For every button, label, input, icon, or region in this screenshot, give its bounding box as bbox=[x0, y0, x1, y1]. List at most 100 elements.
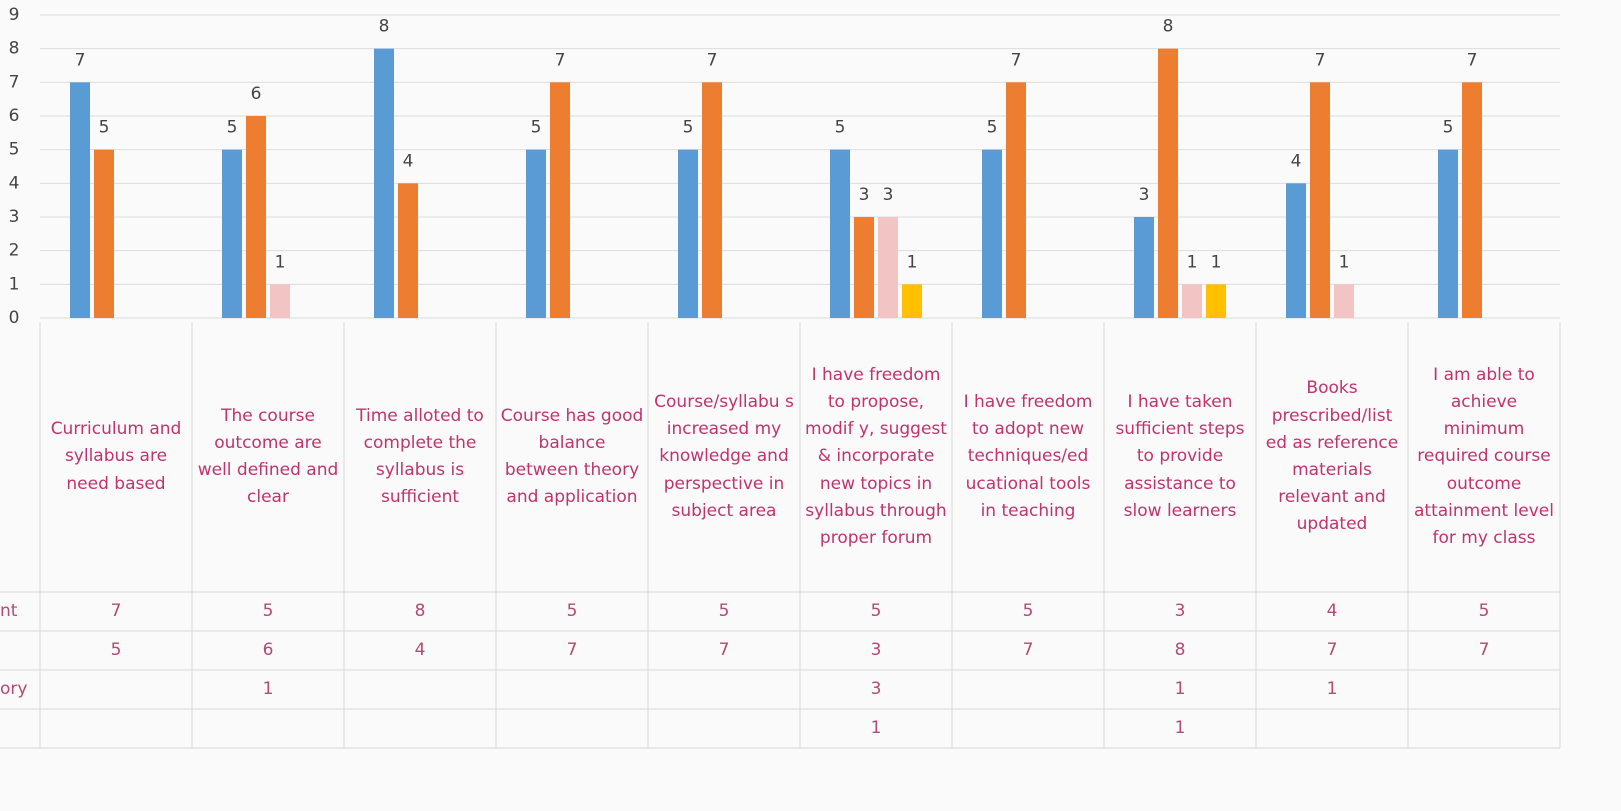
table-value: 1 bbox=[1174, 717, 1186, 738]
table-value: 7 bbox=[718, 639, 730, 660]
data-label: 6 bbox=[251, 84, 262, 104]
data-label: 7 bbox=[75, 50, 86, 70]
data-label: 5 bbox=[683, 118, 694, 138]
table-value: 4 bbox=[414, 639, 426, 660]
table-value: 7 bbox=[1478, 639, 1490, 660]
bar bbox=[70, 82, 90, 318]
data-label: 5 bbox=[987, 118, 998, 138]
data-label: 7 bbox=[1011, 50, 1022, 70]
bar bbox=[1206, 284, 1226, 318]
data-label: 5 bbox=[227, 118, 238, 138]
bar bbox=[1134, 217, 1154, 318]
y-tick-label: 8 bbox=[9, 39, 20, 59]
bar bbox=[1286, 183, 1306, 318]
table-value: 1 bbox=[262, 678, 274, 699]
data-label: 3 bbox=[1139, 185, 1150, 205]
table-value: 5 bbox=[262, 600, 274, 621]
category-label: Course has good balance between theory a… bbox=[500, 405, 644, 508]
y-tick-label: 7 bbox=[9, 72, 20, 92]
bar bbox=[1438, 149, 1458, 318]
data-label: 3 bbox=[883, 185, 894, 205]
table-value: 5 bbox=[870, 600, 882, 621]
table-value: 5 bbox=[718, 600, 730, 621]
data-label: 1 bbox=[1187, 252, 1198, 272]
category-label: Course/syllabu s increased my knowledge … bbox=[654, 392, 794, 521]
bar bbox=[246, 116, 266, 318]
y-tick-label: 9 bbox=[9, 5, 20, 25]
bar bbox=[270, 284, 290, 318]
table-value: 6 bbox=[262, 639, 274, 660]
bar bbox=[854, 217, 874, 318]
category-label: Books prescribed/list ed as reference ma… bbox=[1265, 378, 1399, 535]
y-tick-label: 2 bbox=[9, 241, 20, 261]
bar bbox=[830, 149, 850, 318]
data-label: 4 bbox=[403, 151, 414, 171]
data-label: 1 bbox=[907, 252, 918, 272]
table-value: 7 bbox=[1022, 639, 1034, 660]
bar bbox=[1310, 82, 1330, 318]
bar bbox=[398, 183, 418, 318]
table-value: 8 bbox=[414, 600, 426, 621]
table-value: 1 bbox=[870, 717, 882, 738]
category-label: I am able to achieve minimum required co… bbox=[1414, 364, 1554, 548]
bar bbox=[374, 48, 394, 319]
data-label: 8 bbox=[379, 17, 390, 37]
data-label: 1 bbox=[1339, 252, 1350, 272]
table-value: 5 bbox=[110, 639, 122, 660]
data-label: 4 bbox=[1291, 151, 1302, 171]
series-name: nt bbox=[0, 600, 18, 621]
table-value: 7 bbox=[566, 639, 578, 660]
table-value: 3 bbox=[870, 639, 882, 660]
data-label: 7 bbox=[555, 50, 566, 70]
data-label: 7 bbox=[1315, 50, 1326, 70]
y-tick-label: 1 bbox=[9, 274, 20, 294]
bar bbox=[1334, 284, 1354, 318]
y-tick-label: 4 bbox=[9, 173, 20, 193]
category-label: Time alloted to complete the syllabus is… bbox=[356, 405, 484, 508]
bar bbox=[1158, 48, 1178, 319]
bar bbox=[526, 149, 546, 318]
bar bbox=[902, 284, 922, 318]
data-label: 1 bbox=[275, 252, 286, 272]
y-tick-label: 6 bbox=[9, 106, 20, 126]
table-value: 1 bbox=[1174, 678, 1186, 699]
table-value: 5 bbox=[1022, 600, 1034, 621]
category-label: The course outcome are well defined and … bbox=[197, 405, 339, 508]
table-value: 7 bbox=[110, 600, 122, 621]
bar bbox=[982, 149, 1002, 318]
bar bbox=[550, 82, 570, 318]
series-name: ory bbox=[0, 678, 28, 699]
bar bbox=[94, 149, 114, 318]
bar bbox=[678, 149, 698, 318]
category-label: I have freedom to adopt new techniques/e… bbox=[963, 392, 1093, 521]
bar bbox=[1006, 82, 1026, 318]
data-label: 5 bbox=[531, 118, 542, 138]
bar bbox=[1182, 284, 1202, 318]
category-label: I have freedom to propose, modif y, sugg… bbox=[805, 364, 947, 548]
table-value: 4 bbox=[1326, 600, 1338, 621]
data-label: 1 bbox=[1211, 252, 1222, 272]
table-value: 3 bbox=[1174, 600, 1186, 621]
table-value: 7 bbox=[1326, 639, 1338, 660]
table-value: 1 bbox=[1326, 678, 1338, 699]
table-value: 8 bbox=[1174, 639, 1186, 660]
category-label: Curriculum and syllabus are need based bbox=[50, 419, 182, 494]
data-label: 3 bbox=[859, 185, 870, 205]
bar bbox=[878, 217, 898, 318]
table-value: 3 bbox=[870, 678, 882, 699]
y-tick-label: 0 bbox=[9, 308, 20, 328]
bar bbox=[702, 82, 722, 318]
category-label: I have taken sufficient steps to provide… bbox=[1115, 392, 1245, 521]
table-value: 5 bbox=[1478, 600, 1490, 621]
bar bbox=[222, 149, 242, 318]
data-label: 7 bbox=[1467, 50, 1478, 70]
data-label: 8 bbox=[1163, 17, 1174, 37]
data-label: 7 bbox=[707, 50, 718, 70]
y-tick-label: 3 bbox=[9, 207, 20, 227]
table-value: 5 bbox=[566, 600, 578, 621]
bar bbox=[1462, 82, 1482, 318]
data-label: 5 bbox=[1443, 118, 1454, 138]
y-tick-label: 5 bbox=[9, 140, 20, 160]
